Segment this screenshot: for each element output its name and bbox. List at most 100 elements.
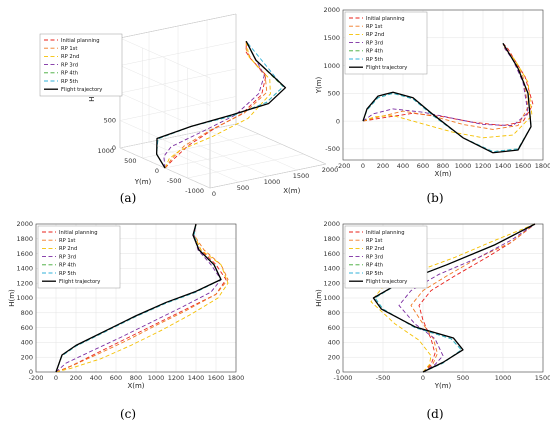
y-tick-label-3: 500 <box>124 157 136 165</box>
panel-c-xh-plot: -200 0 200 400 600 800 1000 1200 1400 1600 1800020… <box>8 220 244 390</box>
x-tick-label-10: 1800 <box>535 162 550 170</box>
legend-label-1: RP 1st <box>366 238 382 244</box>
x-axis-label: X(m) <box>434 170 451 178</box>
x-tick-label-0: -200 <box>29 374 44 382</box>
y-tick-label-5: 1000 <box>16 294 33 302</box>
x-tick-label-9: 1600 <box>515 162 532 170</box>
grid3d-z-wall1-3 <box>119 41 237 66</box>
x-tick-label-10: 1800 <box>228 374 245 382</box>
caption-b: (b) <box>426 191 443 205</box>
grid3d-z-wall1-1 <box>119 96 237 121</box>
x-tick-label-3: 400 <box>90 374 102 382</box>
series-line-0 <box>164 41 267 169</box>
x-axis-label: X(m) <box>283 187 300 195</box>
series-line-6 <box>372 223 536 373</box>
grid3d-y-floor-1 <box>187 153 304 179</box>
caption-a: (a) <box>120 191 137 205</box>
legend-label-5: RP 5th <box>366 271 383 277</box>
legend-label-6: Flight trajectory <box>366 65 407 71</box>
x-tick-label-7: 1200 <box>168 374 185 382</box>
legend-label-5: RP 5th <box>61 79 78 85</box>
legend-label-5: RP 5th <box>59 271 76 277</box>
x-axis-label: X(m) <box>127 382 144 390</box>
caption-c: (c) <box>120 407 136 421</box>
legend-label-4: RP 4th <box>366 263 383 269</box>
y-tick-label-0: 2000 <box>323 6 340 14</box>
legend-label-3: RP 3rd <box>366 40 383 46</box>
x-tick-label-9: 1600 <box>208 374 225 382</box>
grid3d-z-wall2-2 <box>119 92 211 134</box>
x-tick-label-8: 1400 <box>188 374 205 382</box>
y-tick-label-4: 0 <box>336 117 340 125</box>
legend-label-1: RP 1st <box>366 24 382 30</box>
legend-label-6: Flight trajectory <box>59 279 100 285</box>
series-line-3 <box>163 40 265 169</box>
x-tick-label-0: -200 <box>336 162 351 170</box>
x-tick-label-4: 600 <box>110 374 122 382</box>
series-line-1 <box>410 223 536 373</box>
y-tick-label-6: 1200 <box>16 279 33 287</box>
x-tick-label-5: 1500 <box>535 374 550 382</box>
x-tick-label-1: 0 <box>54 374 58 382</box>
y-tick-label-5: -500 <box>325 145 340 153</box>
x-tick-label-0: -1000 <box>334 374 353 382</box>
y-tick-label-0: 0 <box>336 368 340 376</box>
x-tick-label-5: 800 <box>437 162 449 170</box>
x-tick-label-3: 500 <box>457 374 469 382</box>
y-tick-label-9: 1800 <box>323 235 340 243</box>
y-tick-label-1: 200 <box>21 353 33 361</box>
grid3d-y-floor-3 <box>142 133 259 159</box>
series-line-3 <box>398 223 536 373</box>
legend-label-2: RP 2nd <box>61 54 79 60</box>
series-line-6 <box>55 223 222 373</box>
series-line-2 <box>370 223 536 373</box>
y-axis-label: Y(m) <box>134 178 152 186</box>
legend-label-0: Initial planning <box>366 16 405 22</box>
x-tick-label-4: 600 <box>417 162 429 170</box>
grid3d-z-wall1-4 <box>119 13 237 39</box>
y-tick-label-8: 1600 <box>16 250 33 258</box>
legend-label-3: RP 3rd <box>59 254 76 260</box>
x-tick-label-2: 0 <box>421 374 425 382</box>
x-tick-label-0: 0 <box>212 190 216 198</box>
y-tick-label-1: 1500 <box>323 34 340 42</box>
x-tick-label-2: 200 <box>377 162 389 170</box>
x-tick-label-6: 1000 <box>148 374 165 382</box>
x-tick-label-5: 800 <box>130 374 142 382</box>
panel-d-yh-plot: -1000 -500 0 500 1000 1500 0 200 400 600 800 1000 12… <box>315 220 550 390</box>
panel-a-3d-plot: 0500100015002000-1000-500050010000500100… <box>39 13 338 198</box>
x-axis-label: Y(m) <box>434 382 452 390</box>
x-tick-label-3: 1500 <box>293 172 310 180</box>
x-tick-label-4: 1000 <box>495 374 512 382</box>
y-tick-label-2: 1000 <box>323 62 340 70</box>
y-tick-label-2: 0 <box>155 167 159 175</box>
series-line-6 <box>156 40 287 169</box>
grid3d-y-floor-2 <box>164 143 282 169</box>
y-tick-label-3: 500 <box>328 90 340 98</box>
z-tick-label-1: 500 <box>104 117 116 125</box>
series-line-3 <box>362 43 529 127</box>
y-tick-label-10: 2000 <box>16 220 33 228</box>
legend-label-0: Initial planning <box>61 38 100 44</box>
z-tick-label-0: 0 <box>112 144 116 152</box>
y-tick-label-7: 1400 <box>16 265 33 273</box>
y-tick-label-0: -1000 <box>185 187 204 195</box>
y-tick-label-7: 1400 <box>323 265 340 273</box>
legend-label-5: RP 5th <box>366 57 383 63</box>
x-tick-label-2: 1000 <box>264 178 281 186</box>
y-tick-label-10: 2000 <box>323 220 340 228</box>
legend-label-3: RP 3rd <box>61 62 78 68</box>
y-axis-label: H(m) <box>315 289 323 307</box>
y-tick-label-6: 1200 <box>323 279 340 287</box>
x-tick-label-8: 1400 <box>495 162 512 170</box>
y-tick-label-2: 400 <box>328 339 340 347</box>
plot-frame <box>342 223 544 373</box>
legend-label-1: RP 1st <box>59 238 75 244</box>
grid3d-z-wall1-2 <box>119 68 237 94</box>
legend-label-2: RP 2nd <box>59 246 77 252</box>
x-tick-label-7: 1200 <box>475 162 492 170</box>
legend-label-0: Initial planning <box>59 230 98 236</box>
y-tick-label-4: 1000 <box>97 147 114 155</box>
series-line-2 <box>55 223 229 373</box>
y-tick-label-3: 600 <box>328 324 340 332</box>
